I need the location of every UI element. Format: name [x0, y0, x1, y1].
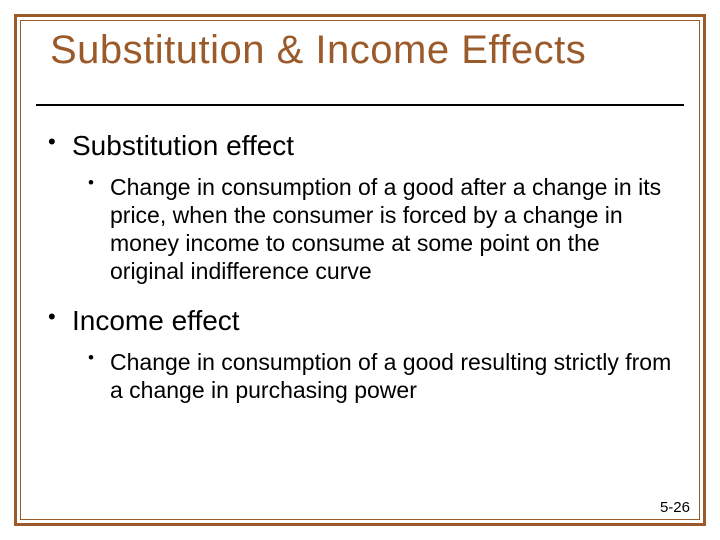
content-area: Substitution effect Change in consumptio…: [44, 128, 676, 422]
slide: Substitution & Income Effects Substituti…: [0, 0, 720, 540]
bullet-income-effect: Income effect: [44, 303, 676, 338]
bullet-substitution-effect-detail: Change in consumption of a good after a …: [44, 173, 676, 285]
page-number: 5-26: [660, 499, 690, 516]
slide-title: Substitution & Income Effects: [50, 28, 670, 73]
bullet-income-effect-detail: Change in consumption of a good resultin…: [44, 348, 676, 404]
title-underline: [36, 104, 684, 106]
bullet-substitution-effect: Substitution effect: [44, 128, 676, 163]
